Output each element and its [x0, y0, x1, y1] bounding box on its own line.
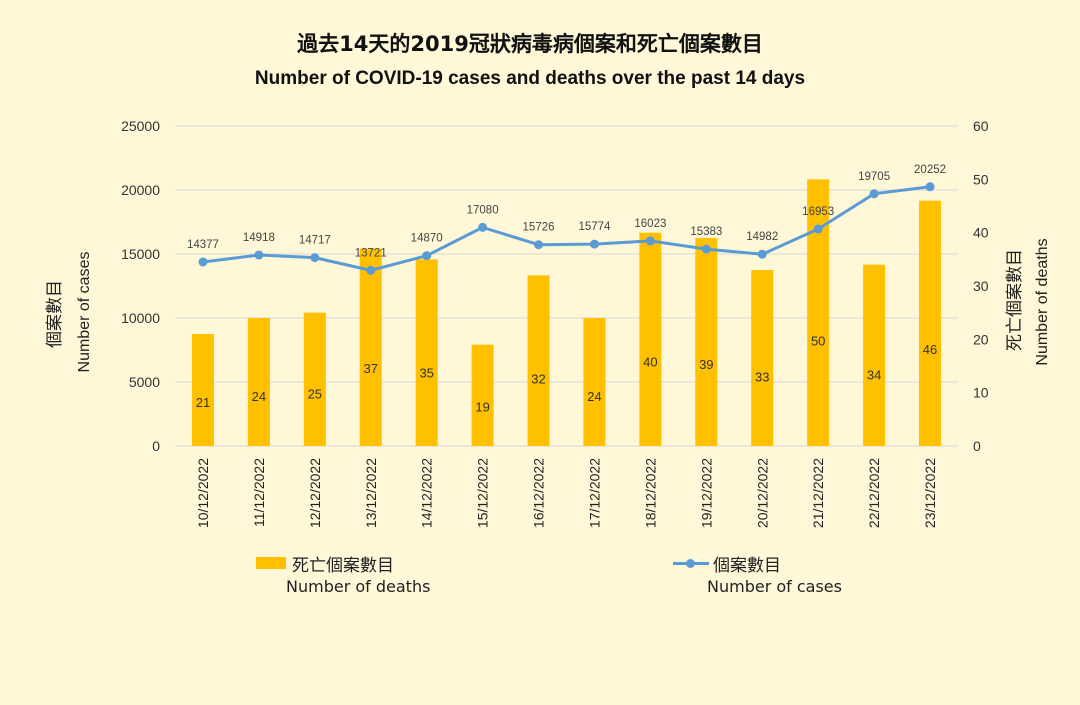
y-right-tick-label: 40	[973, 225, 989, 241]
cases-point-label: 16023	[634, 218, 666, 230]
x-tick-label: 16/12/2022	[531, 458, 547, 528]
death-bar	[639, 232, 662, 446]
death-bar	[527, 275, 550, 446]
cases-point-label: 15383	[690, 226, 722, 238]
legend-deaths: 死亡個案數目 Number of deaths	[256, 551, 430, 596]
death-bar-label: 32	[531, 372, 545, 387]
cases-point-label: 14918	[243, 232, 275, 244]
legend-cases-zh: 個案數目	[713, 555, 781, 576]
x-tick-label: 11/12/2022	[251, 458, 267, 527]
death-bar	[919, 200, 942, 446]
death-bar-label: 19	[475, 399, 489, 414]
y-right-title-zh: 死亡個案數目	[1005, 249, 1024, 351]
cases-point-label: 17080	[467, 204, 499, 216]
cases-point	[813, 224, 823, 234]
y-left-tick-label: 15000	[121, 246, 160, 262]
cases-point-label: 20252	[914, 164, 946, 176]
x-tick-label: 12/12/2022	[307, 458, 323, 528]
y-right-tick-label: 10	[973, 385, 989, 401]
y-right-tick-label: 0	[973, 438, 981, 454]
cases-point-label: 14717	[299, 235, 331, 247]
chart-title-zh: 過去14天的2019冠狀病毒病個案和死亡個案數目	[297, 32, 763, 56]
death-bar	[359, 248, 382, 446]
death-bar	[303, 312, 326, 446]
x-tick-label: 14/12/2022	[419, 458, 435, 528]
cases-point-label: 14377	[187, 239, 219, 251]
legend-line-swatch	[673, 557, 709, 569]
death-bar	[807, 179, 830, 447]
death-bar-label: 25	[308, 387, 322, 402]
cases-point	[701, 244, 711, 254]
cases-point	[478, 222, 488, 232]
death-bar-label: 50	[811, 333, 825, 348]
cases-point	[869, 189, 879, 199]
cases-point	[534, 240, 544, 250]
legend-deaths-zh: 死亡個案數目	[292, 555, 394, 576]
x-tick-label: 20/12/2022	[754, 458, 770, 528]
death-bar	[191, 334, 214, 446]
legend-bar-swatch	[256, 557, 286, 569]
death-bar	[695, 238, 718, 446]
death-bar	[471, 344, 494, 446]
cases-line	[202, 185, 931, 272]
cases-point	[198, 257, 208, 267]
death-bar-label: 21	[196, 395, 210, 410]
chart-title-en: Number of COVID-19 cases and deaths over…	[254, 68, 806, 89]
cases-point	[254, 250, 264, 260]
cases-point-label: 19705	[858, 171, 890, 183]
death-bar-label: 24	[252, 389, 266, 404]
legend-cases-en: Number of cases	[707, 577, 842, 596]
y-left-tick-label: 10000	[121, 310, 160, 326]
death-bar-label: 34	[867, 367, 881, 382]
death-bar	[583, 318, 606, 446]
death-bar-label: 37	[364, 361, 378, 376]
cases-point-label: 14982	[746, 231, 778, 243]
y-right-tick-label: 30	[973, 278, 989, 294]
x-tick-label: 21/12/2022	[810, 458, 826, 528]
cases-point	[422, 251, 432, 261]
cases-point	[645, 236, 655, 246]
x-tick-label: 19/12/2022	[698, 458, 714, 528]
y-right-tick-label: 60	[973, 118, 989, 134]
death-bar-label: 40	[643, 355, 657, 370]
death-bar	[247, 318, 270, 446]
x-tick-label: 22/12/2022	[866, 458, 882, 528]
cases-point-label: 13721	[355, 247, 387, 259]
y-left-tick-label: 25000	[121, 118, 160, 134]
cases-point-label: 14870	[411, 233, 443, 245]
death-bar-label: 33	[755, 370, 769, 385]
death-bar-label: 35	[419, 365, 433, 380]
y-left-tick-label: 0	[152, 438, 160, 454]
death-bar-label: 39	[699, 357, 713, 372]
y-left-tick-label: 20000	[121, 182, 160, 198]
cases-point	[366, 265, 376, 275]
x-tick-label: 13/12/2022	[363, 458, 379, 528]
cases-point	[757, 249, 767, 259]
cases-point-label: 15774	[578, 221, 611, 233]
death-bar-label: 24	[587, 389, 601, 404]
cases-point-label: 16953	[802, 206, 834, 218]
legend-cases: 個案數目 Number of cases	[673, 551, 842, 596]
death-bar-label: 46	[923, 342, 937, 357]
cases-point	[310, 253, 320, 263]
y-right-tick-label: 20	[973, 331, 989, 347]
death-bar	[863, 264, 886, 446]
y-left-tick-label: 5000	[129, 374, 160, 390]
death-bar	[751, 270, 774, 446]
y-right-tick-label: 50	[973, 171, 989, 187]
x-tick-label: 15/12/2022	[475, 458, 491, 528]
x-tick-label: 18/12/2022	[642, 458, 658, 528]
legend-deaths-en: Number of deaths	[286, 577, 431, 596]
y-left-title-zh: 個案數目	[45, 280, 64, 348]
x-tick-label: 17/12/2022	[586, 458, 602, 528]
x-tick-label: 23/12/2022	[922, 458, 938, 528]
y-right-title-en: Number of deaths	[1034, 238, 1051, 365]
death-bar	[415, 259, 438, 446]
cases-point	[589, 239, 599, 249]
cases-point-label: 15726	[523, 222, 555, 234]
y-left-title-en: Number of cases	[76, 252, 93, 373]
x-tick-label: 10/12/2022	[195, 458, 211, 528]
cases-point	[925, 182, 935, 192]
